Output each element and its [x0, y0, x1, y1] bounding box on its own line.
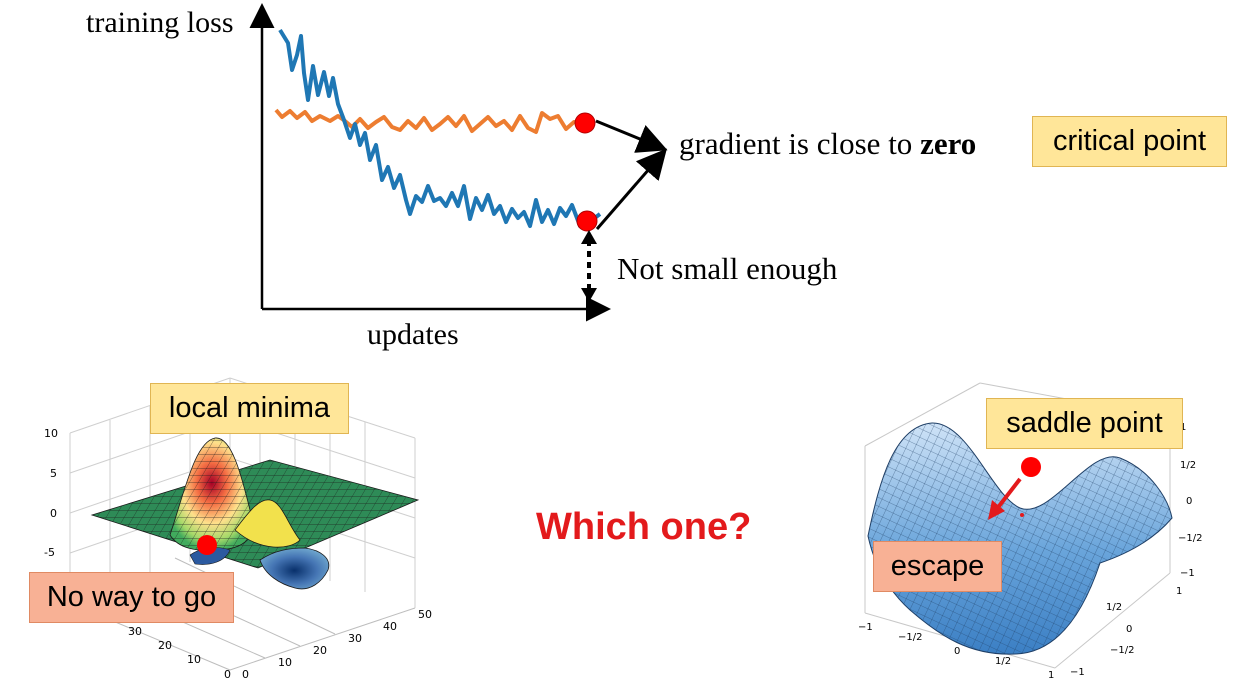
right-z-tick-0: 1	[1180, 422, 1186, 433]
left-x-tick-4: 40	[383, 620, 397, 633]
critical-point-label: critical point	[1032, 116, 1227, 167]
left-x-tick-5: 50	[418, 608, 432, 621]
right-y-tick-0: 1	[1176, 586, 1182, 597]
right-y-tick-1: 1/2	[1106, 602, 1122, 613]
orange-loss-curve	[274, 108, 586, 134]
right-z-tick-3: −1/2	[1178, 533, 1202, 544]
right-x-tick-2: 0	[954, 646, 960, 657]
right-x-tick-3: 1/2	[995, 656, 1011, 667]
local-minima-marker	[197, 535, 217, 555]
left-z-tick-3: -5	[44, 546, 55, 559]
escape-arrow	[994, 477, 1022, 512]
saddle-point-marker	[1021, 457, 1041, 477]
right-z-tick-1: 1/2	[1180, 460, 1196, 471]
not-small-enough-text: Not small enough	[617, 251, 838, 286]
gradient-text-bold: zero	[920, 126, 977, 161]
gradient-text: gradient is close to zero	[679, 126, 976, 162]
which-one-question: Which one?	[536, 506, 752, 548]
arrow-lower-to-text	[595, 148, 667, 230]
no-way-to-go-label: No way to go	[29, 572, 234, 623]
blue-loss-curve	[278, 28, 602, 228]
x-axis-label: updates	[367, 318, 459, 351]
left-z-tick-1: 5	[50, 467, 57, 480]
left-z-tick-0: 10	[44, 427, 58, 440]
left-x-tick-3: 30	[348, 632, 362, 645]
critical-point-marker-lower	[576, 210, 598, 232]
right-y-tick-2: 0	[1126, 624, 1132, 635]
left-x-tick-2: 20	[313, 644, 327, 657]
gradient-text-main: gradient is close to	[679, 126, 921, 161]
right-y-tick-3: −1/2	[1110, 645, 1134, 656]
right-z-tick-2: 0	[1186, 496, 1192, 507]
left-y-tick-2: 20	[158, 639, 172, 652]
left-z-tick-2: 0	[50, 507, 57, 520]
right-z-tick-4: −1	[1180, 568, 1195, 579]
right-x-tick-0: −1	[858, 622, 873, 633]
right-x-tick-4: 1	[1048, 670, 1054, 681]
y-axis-label: training loss	[86, 6, 234, 39]
left-y-tick-1: 10	[187, 653, 201, 666]
left-y-tick-3: 30	[128, 625, 142, 638]
right-x-tick-1: −1/2	[898, 632, 922, 643]
saddle-point-label: saddle point	[986, 398, 1183, 449]
left-x-tick-0: 0	[242, 668, 249, 681]
left-x-tick-1: 10	[278, 656, 292, 669]
local-minima-label: local minima	[150, 383, 349, 434]
critical-point-marker-upper	[574, 112, 596, 134]
left-y-tick-0: 0	[224, 668, 231, 681]
right-y-tick-4: −1	[1070, 667, 1085, 678]
training-loss-plot	[249, 3, 668, 322]
arrow-upper-to-text	[595, 119, 668, 153]
escape-label: escape	[873, 541, 1002, 592]
local-minima-surface-plot: 10 5 0 -5 0 10 20 30 40 50 0 10 20 30	[44, 377, 432, 681]
